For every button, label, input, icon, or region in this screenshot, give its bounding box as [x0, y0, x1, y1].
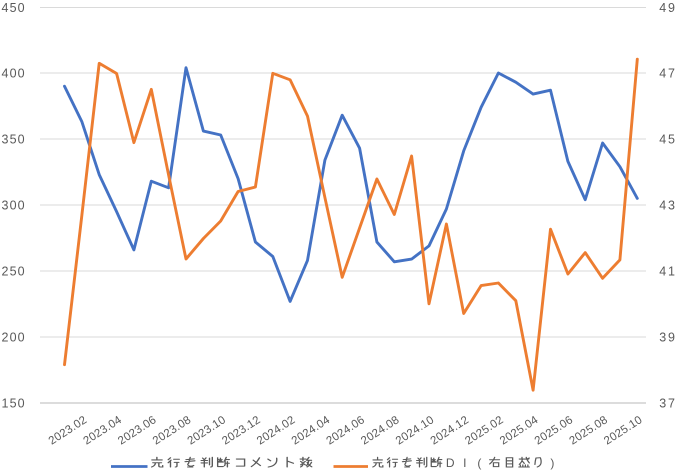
svg-text:47: 47 — [659, 67, 677, 81]
svg-text:37: 37 — [659, 397, 677, 411]
svg-text:150: 150 — [2, 397, 26, 411]
svg-text:450: 450 — [2, 1, 26, 15]
svg-text:41: 41 — [659, 265, 677, 279]
svg-text:200: 200 — [2, 331, 26, 345]
svg-text:I: I — [463, 456, 466, 470]
svg-text:49: 49 — [659, 1, 677, 15]
svg-text:400: 400 — [2, 67, 26, 81]
svg-text:350: 350 — [2, 133, 26, 147]
svg-text:300: 300 — [2, 199, 26, 213]
svg-text:250: 250 — [2, 265, 26, 279]
svg-text:45: 45 — [659, 133, 677, 147]
svg-text:D: D — [446, 456, 455, 470]
svg-text:43: 43 — [659, 199, 677, 213]
svg-text:(: ( — [477, 456, 481, 470]
svg-text:): ) — [550, 456, 554, 470]
svg-text:39: 39 — [659, 331, 677, 345]
